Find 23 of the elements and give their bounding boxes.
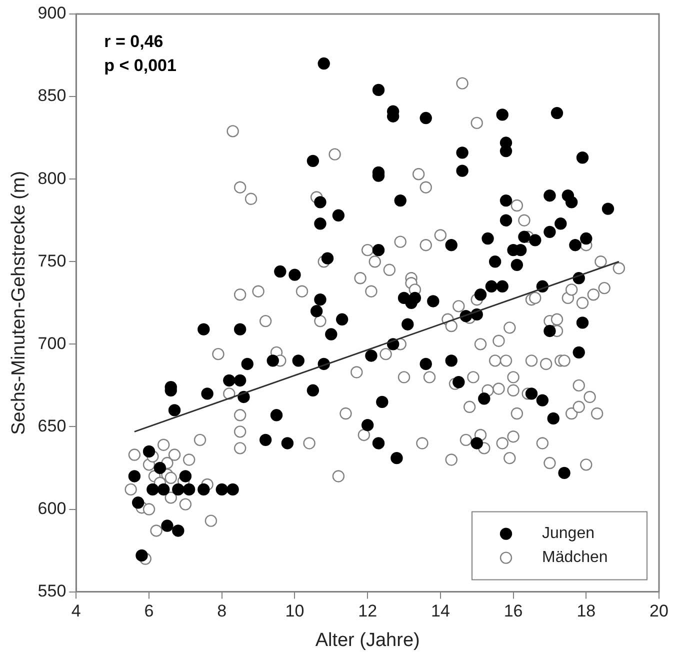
- y-tick-label: 900: [38, 4, 66, 23]
- y-tick-label: 550: [38, 581, 66, 600]
- x-tick-label: 14: [430, 602, 450, 621]
- y-tick-label: 700: [38, 334, 66, 353]
- x-tick-label: 6: [144, 602, 154, 621]
- y-tick-label: 800: [38, 168, 66, 188]
- y-tick-label: 850: [38, 86, 66, 106]
- x-tick-label: 4: [71, 602, 81, 621]
- x-tick-label: 8: [217, 602, 227, 621]
- x-tick-label: 12: [358, 602, 378, 621]
- x-tick-label: 10: [285, 602, 304, 621]
- x-tick-label: 16: [504, 602, 523, 621]
- y-tick-label: 600: [38, 498, 66, 518]
- y-tick-label: 650: [38, 416, 66, 436]
- annotation: p < 0,001: [104, 56, 176, 76]
- x-axis-title: Alter (Jahre): [315, 630, 420, 651]
- x-tick-label: 20: [650, 602, 668, 621]
- legend-label: Mädchen: [542, 549, 608, 566]
- y-tick-label: 750: [38, 251, 66, 270]
- annotation: r = 0,46: [104, 32, 164, 52]
- legend-label: Jungen: [542, 525, 594, 542]
- x-tick-label: 18: [576, 602, 596, 621]
- y-axis-title: Sechs-Minuten-Gehstrecke (m): [8, 170, 30, 435]
